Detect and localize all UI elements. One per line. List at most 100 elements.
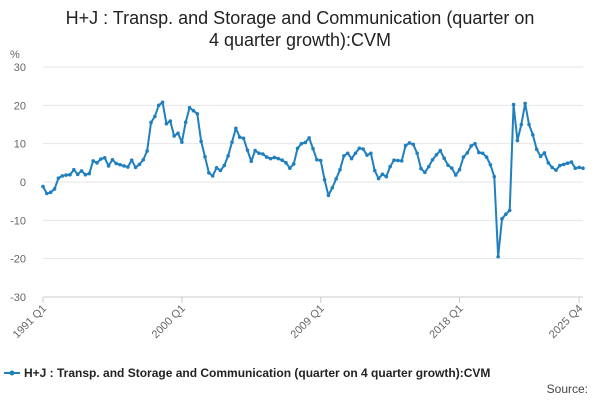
legend: H+J : Transp. and Storage and Communicat… — [4, 366, 490, 380]
y-tick-label: 10 — [14, 139, 26, 151]
data-point — [276, 156, 281, 161]
data-point — [504, 212, 508, 216]
data-point — [180, 140, 184, 144]
data-point — [48, 190, 53, 195]
data-point — [550, 165, 554, 170]
source-label: Source: — [547, 382, 588, 396]
data-point — [303, 140, 308, 145]
data-point — [160, 100, 165, 105]
data-point — [64, 173, 68, 177]
data-point — [137, 162, 142, 167]
chart-title-line-2: 4 quarter growth):CVM — [209, 30, 391, 50]
data-point — [149, 120, 153, 125]
data-point — [145, 149, 149, 153]
data-point — [207, 171, 211, 175]
data-point — [515, 138, 520, 143]
data-point — [253, 148, 257, 153]
data-point — [176, 131, 180, 136]
data-point — [129, 158, 134, 162]
data-point — [75, 172, 80, 177]
data-point — [554, 168, 558, 172]
data-point — [538, 154, 543, 159]
data-point — [91, 159, 95, 163]
data-point — [349, 156, 354, 161]
data-point — [222, 163, 227, 168]
data-point — [210, 174, 215, 178]
x-tick-label: 2025 Q4 — [547, 303, 585, 341]
data-point — [507, 208, 512, 213]
data-point — [79, 169, 84, 173]
data-point — [230, 140, 234, 144]
y-axis-unit-label: % — [10, 49, 20, 61]
data-point — [72, 167, 76, 172]
data-point — [164, 121, 169, 126]
data-point — [272, 155, 277, 160]
data-point — [419, 166, 423, 171]
legend-label: H+J : Transp. and Storage and Communicat… — [24, 366, 490, 380]
data-point — [365, 153, 369, 157]
data-point — [450, 166, 454, 170]
data-point — [345, 151, 350, 156]
data-point — [492, 174, 497, 179]
data-point — [261, 152, 265, 156]
data-point — [280, 158, 284, 162]
data-point — [376, 176, 381, 181]
data-point — [338, 167, 342, 172]
data-point — [411, 142, 416, 147]
data-point — [407, 141, 412, 145]
x-tick-label: 2018 Q1 — [427, 303, 465, 341]
data-point — [326, 193, 331, 198]
data-point — [41, 184, 45, 189]
data-point — [465, 151, 470, 155]
data-point — [457, 167, 462, 172]
data-point — [288, 166, 292, 170]
data-point — [291, 162, 296, 166]
data-point — [60, 174, 65, 178]
data-point — [307, 136, 311, 140]
data-point — [245, 148, 250, 152]
data-point — [519, 122, 524, 127]
data-point — [577, 165, 581, 170]
data-point — [106, 164, 111, 168]
data-point — [561, 162, 566, 167]
data-point — [442, 156, 446, 161]
legend-marker-icon — [9, 370, 15, 376]
data-point — [241, 136, 246, 141]
data-point — [434, 152, 439, 157]
data-point — [110, 157, 115, 162]
data-point — [168, 119, 173, 123]
data-point — [237, 135, 242, 139]
data-point — [226, 154, 230, 158]
data-point — [52, 187, 57, 191]
data-point — [126, 165, 130, 169]
data-point — [102, 156, 107, 160]
data-point — [527, 122, 531, 127]
y-tick-label: -10 — [10, 215, 26, 227]
data-point — [399, 159, 404, 163]
data-point — [477, 150, 481, 155]
x-tick-label: 2000 Q1 — [150, 303, 188, 341]
data-point — [284, 161, 288, 165]
data-point — [430, 157, 435, 162]
data-point — [415, 151, 419, 156]
data-point — [311, 146, 315, 151]
data-point — [484, 155, 489, 159]
data-point — [453, 173, 458, 177]
data-point — [133, 165, 138, 170]
data-point — [392, 158, 396, 162]
data-point — [581, 166, 585, 170]
data-point — [523, 101, 527, 106]
data-point — [330, 185, 335, 190]
data-point — [218, 168, 223, 173]
data-point — [203, 154, 207, 159]
data-point — [234, 126, 238, 131]
data-point — [565, 161, 570, 166]
data-point — [45, 191, 49, 196]
y-tick-label: 30 — [14, 62, 26, 74]
data-point — [388, 164, 392, 169]
data-point — [342, 154, 346, 158]
data-point — [264, 155, 269, 159]
data-point — [569, 160, 574, 164]
data-point — [573, 166, 578, 170]
